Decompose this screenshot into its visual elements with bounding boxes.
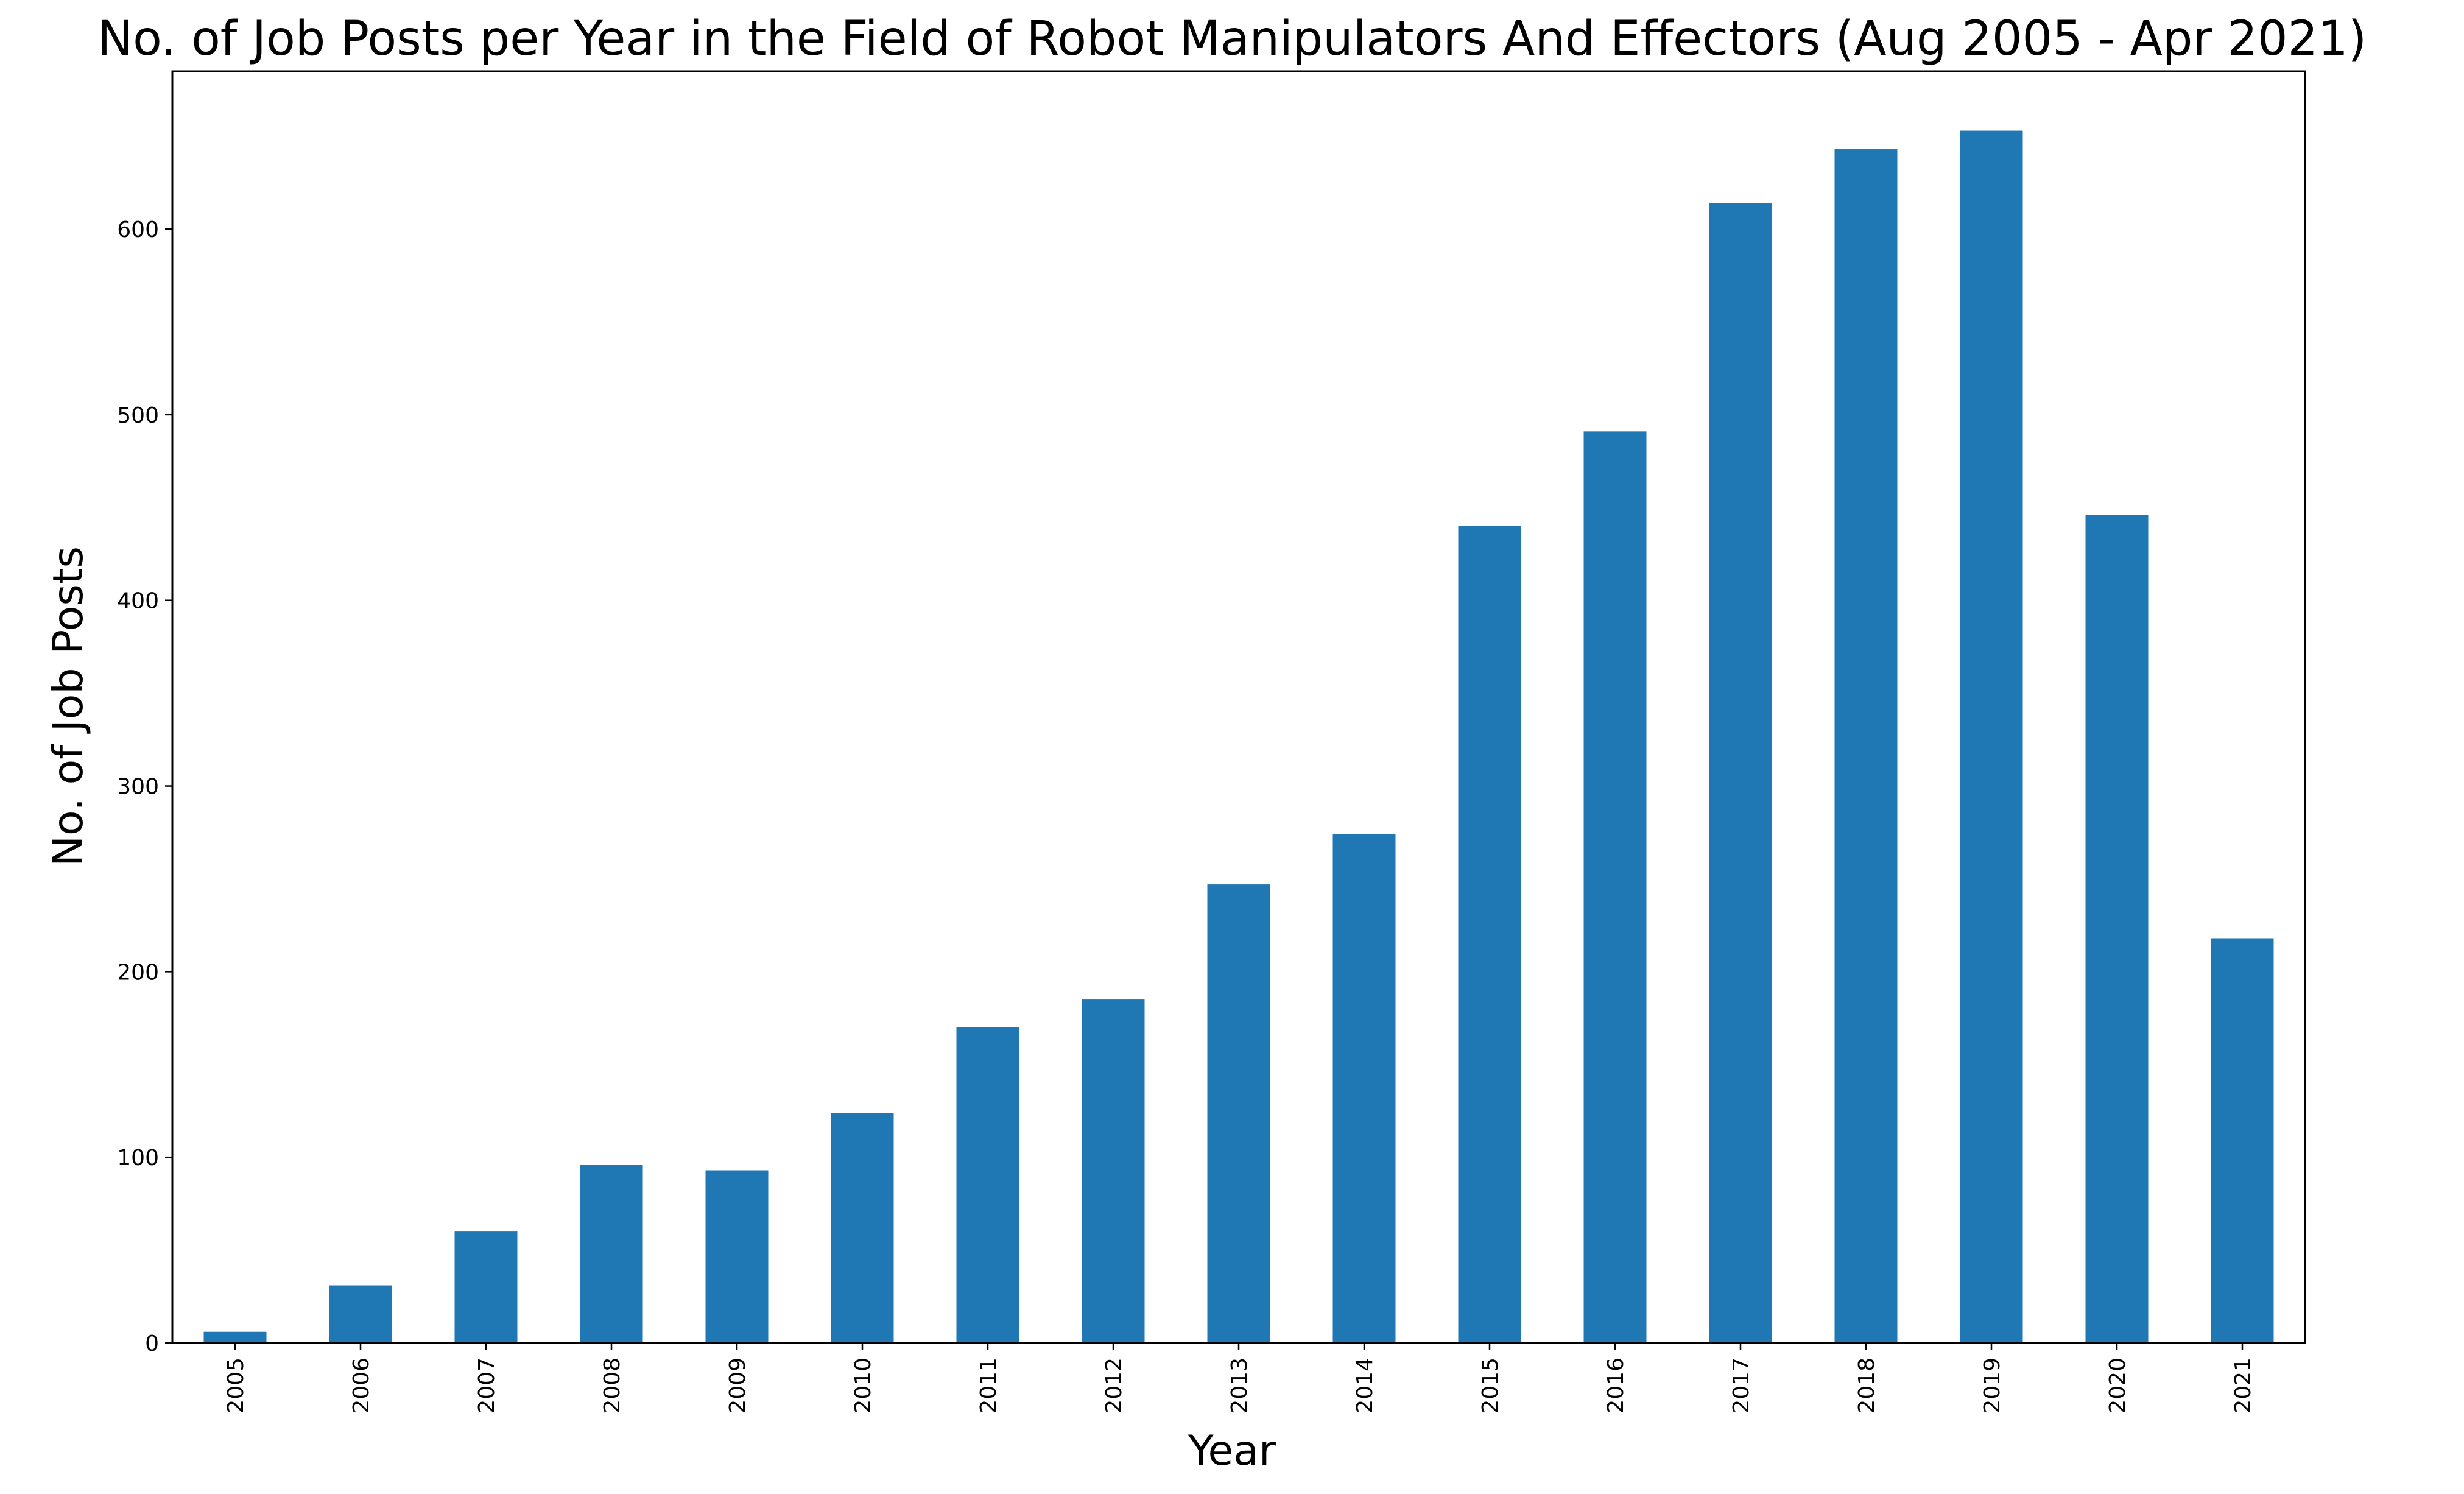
x-tick-label: 2020 bbox=[2105, 1358, 2130, 1414]
y-tick-label: 0 bbox=[145, 1331, 159, 1356]
y-tick-label: 500 bbox=[117, 403, 159, 428]
bar-2005 bbox=[203, 1331, 267, 1343]
bars-group bbox=[203, 130, 2274, 1344]
x-tick-label: 2018 bbox=[1854, 1358, 1879, 1414]
x-tick-label: 2021 bbox=[2231, 1358, 2256, 1414]
x-tick-label: 2010 bbox=[851, 1358, 876, 1414]
x-tick-label: 2019 bbox=[1980, 1358, 2005, 1414]
x-tick-label: 2008 bbox=[600, 1358, 625, 1414]
x-tick-label: 2012 bbox=[1102, 1358, 1127, 1414]
x-tick-label: 2013 bbox=[1227, 1358, 1252, 1414]
bar-2018 bbox=[1834, 149, 1898, 1344]
y-tick-label: 600 bbox=[117, 217, 159, 242]
x-tick-label: 2016 bbox=[1603, 1358, 1628, 1414]
bar-2011 bbox=[956, 1027, 1019, 1343]
bar-2007 bbox=[454, 1231, 518, 1343]
bar-2019 bbox=[1960, 130, 2023, 1343]
plot-area-frame bbox=[171, 70, 2306, 1344]
bar-2021 bbox=[2211, 938, 2274, 1343]
y-tick-label: 300 bbox=[117, 775, 159, 800]
y-tick-label: 100 bbox=[117, 1146, 159, 1171]
y-axis-label: No. of Job Posts bbox=[44, 546, 93, 867]
x-tick-label: 2007 bbox=[474, 1358, 499, 1414]
bar-2012 bbox=[1082, 999, 1145, 1343]
bar-2008 bbox=[580, 1165, 643, 1343]
x-tick-label: 2014 bbox=[1353, 1358, 1378, 1414]
x-tick-label: 2017 bbox=[1729, 1358, 1754, 1414]
x-tick-label: 2006 bbox=[349, 1358, 374, 1414]
bar-2015 bbox=[1458, 526, 1521, 1343]
x-axis-ticks: 2005 2006 2007 2008 2009 2010 2011 2012 2013 2014… bbox=[224, 1343, 2256, 1414]
bar-2013 bbox=[1207, 884, 1270, 1343]
bar-2009 bbox=[705, 1170, 769, 1343]
y-tick-label: 200 bbox=[117, 960, 159, 985]
x-tick-label: 2011 bbox=[976, 1358, 1001, 1414]
y-axis-ticks: 0 100 200 300 400 500 600 bbox=[117, 217, 172, 1356]
x-tick-label: 2009 bbox=[725, 1358, 750, 1414]
bar-2014 bbox=[1332, 834, 1396, 1343]
bar-2016 bbox=[1583, 431, 1647, 1344]
bar-2010 bbox=[831, 1113, 894, 1343]
y-tick-label: 400 bbox=[117, 589, 159, 614]
bar-2006 bbox=[329, 1285, 392, 1343]
x-tick-label: 2005 bbox=[224, 1358, 248, 1414]
bar-2017 bbox=[1709, 203, 1772, 1344]
bar-2020 bbox=[2085, 515, 2149, 1343]
x-tick-label: 2015 bbox=[1478, 1358, 1503, 1414]
x-axis-label: Year bbox=[1188, 1427, 1276, 1475]
chart-title: No. of Job Posts per Year in the Field o… bbox=[97, 12, 2367, 66]
